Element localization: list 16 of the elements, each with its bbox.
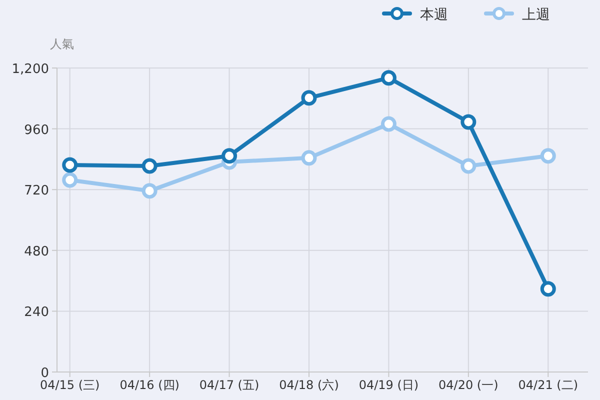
legend-label: 本週 — [420, 7, 448, 23]
ytick: 960 — [24, 122, 49, 138]
xtick: 04/21 (二) — [518, 378, 578, 392]
ytick: 480 — [24, 244, 49, 260]
legend-label: 上週 — [522, 7, 550, 23]
ylabel: 人氣 — [50, 37, 74, 51]
xtick: 04/19 (日) — [358, 378, 419, 392]
xtick: 04/20 (一) — [438, 378, 498, 392]
ytick: 720 — [24, 184, 49, 199]
xtick: 04/15 (三) — [40, 378, 100, 392]
ytick: 0 — [40, 366, 49, 381]
xtick: 04/16 (四) — [120, 378, 180, 392]
ytick: 1,200 — [12, 62, 49, 77]
xtick: 04/18 (六) — [279, 378, 339, 392]
xtick: 04/17 (五) — [199, 378, 260, 392]
ytick: 240 — [24, 305, 49, 320]
